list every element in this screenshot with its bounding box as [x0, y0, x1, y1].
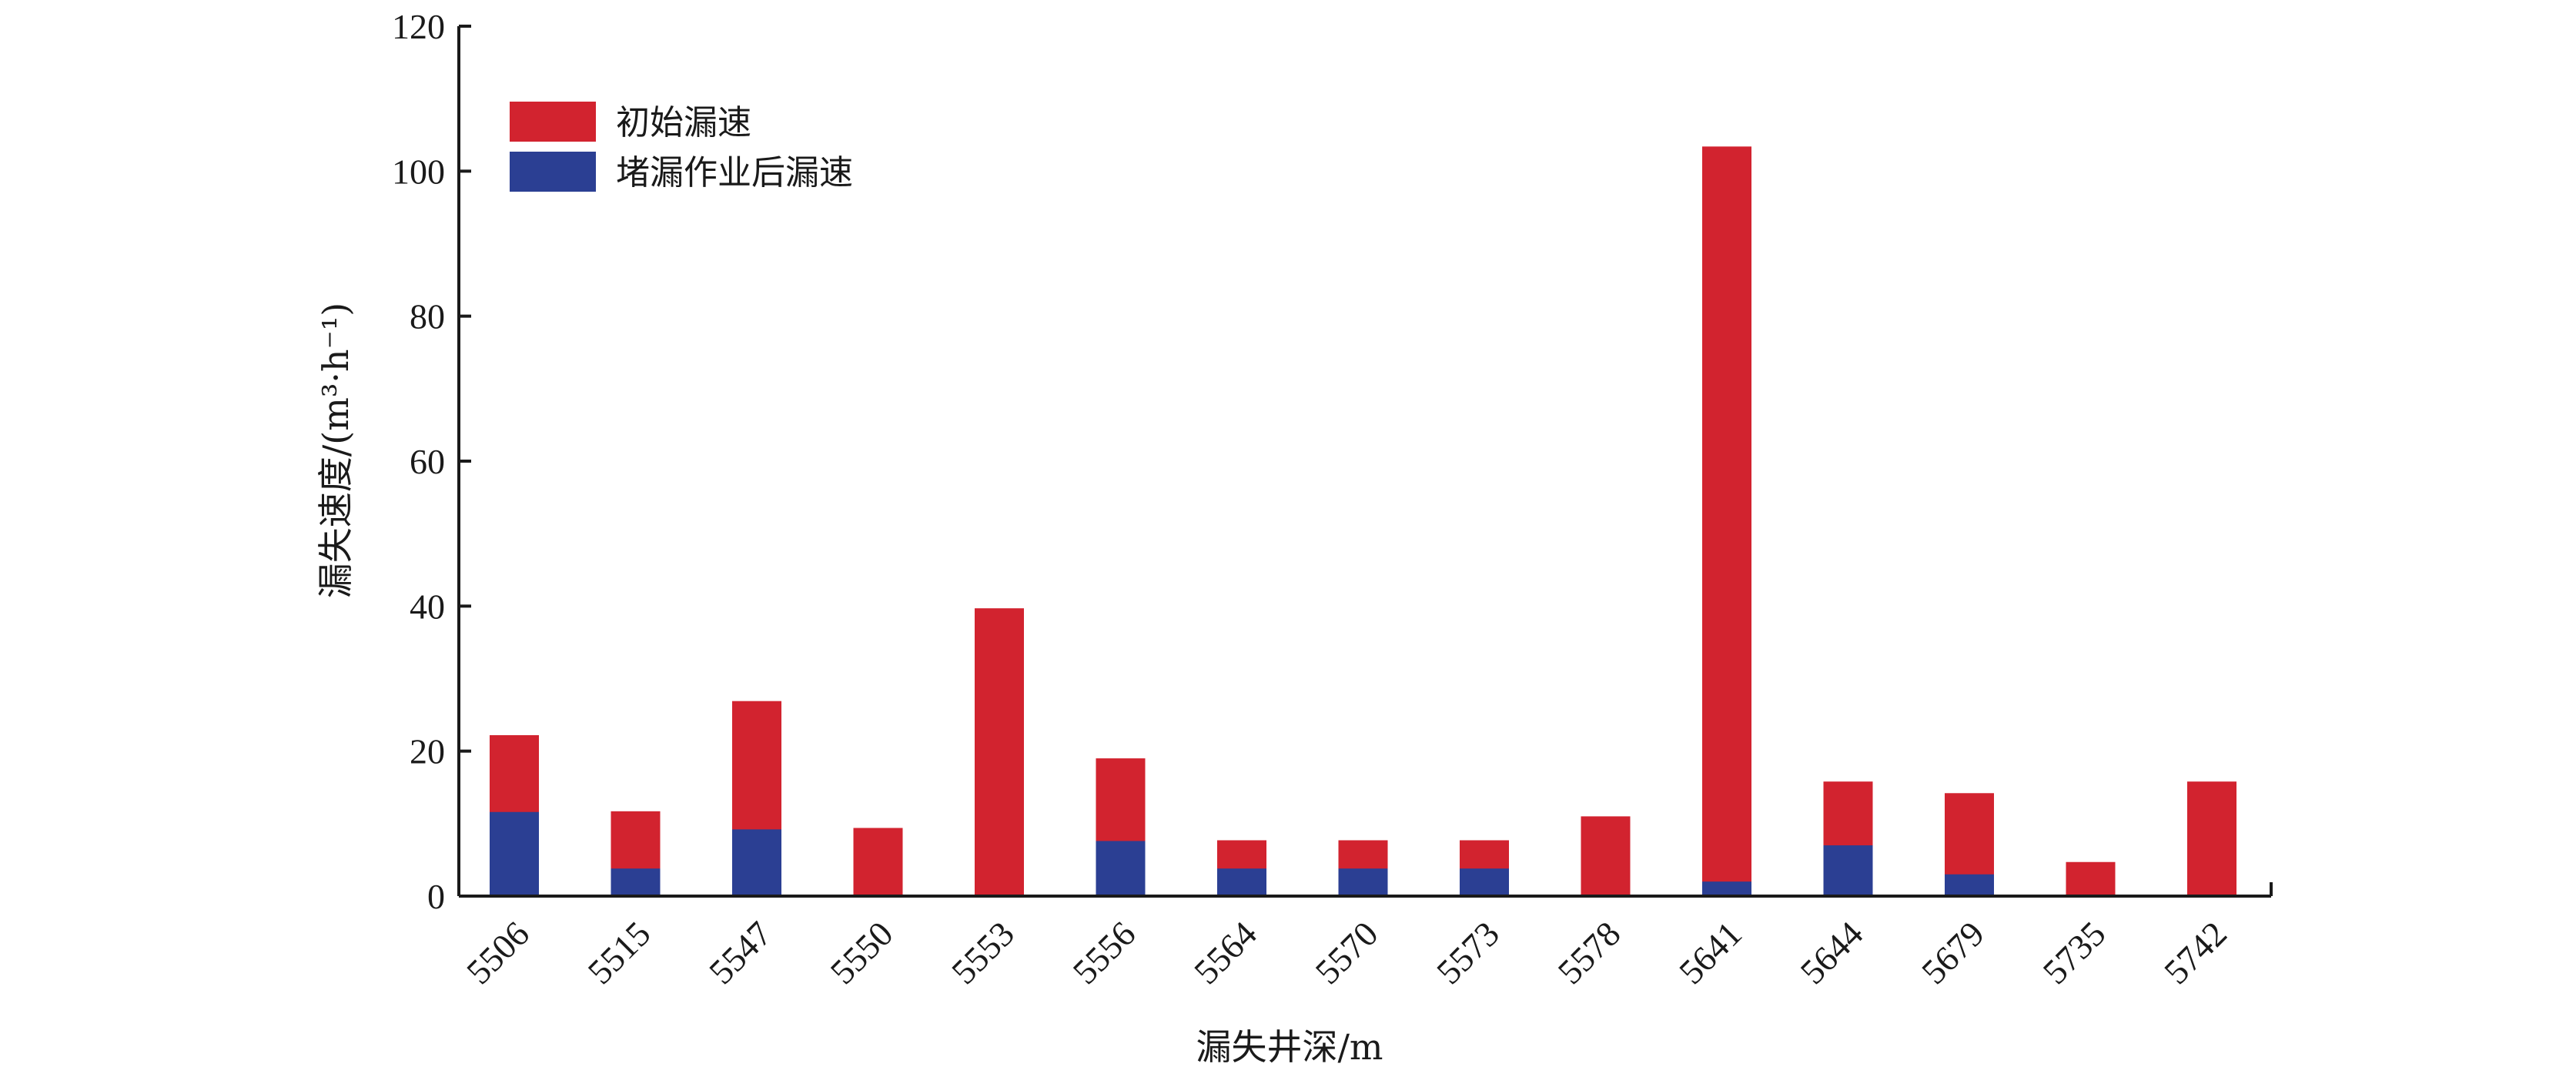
x-tick-label: 5556	[1065, 914, 1142, 992]
x-tick-label: 5573	[1429, 914, 1507, 992]
bar-initial-rate	[2187, 781, 2236, 896]
y-tick-label: 20	[410, 732, 445, 771]
x-tick-label: 5515	[580, 914, 657, 992]
bar-after-plugging-rate	[1096, 841, 1146, 896]
x-tick-label: 5553	[944, 914, 1022, 992]
x-tick-label: 5644	[1792, 914, 1870, 992]
x-tick-label: 5578	[1550, 914, 1628, 992]
y-ticks: 0 20 40 60 80 100 120	[392, 7, 471, 916]
legend-swatch-after-plugging-rate	[510, 152, 596, 192]
x-axis-title: 漏失井深/m	[1196, 1026, 1383, 1068]
x-tick-label: 5735	[2035, 914, 2113, 992]
y-tick-label: 40	[410, 587, 445, 626]
y-tick-label: 0	[427, 877, 445, 916]
x-tick-label: 5641	[1671, 914, 1749, 992]
x-tick-label: 5742	[2156, 914, 2234, 992]
bar-after-plugging-rate	[1217, 868, 1266, 896]
legend-label-after-plugging-rate: 堵漏作业后漏速	[616, 153, 853, 192]
bar-after-plugging-rate	[1460, 868, 1509, 896]
bar-initial-rate	[1581, 816, 1631, 896]
bar-initial-rate	[1702, 146, 1751, 897]
x-tick-label: 5550	[822, 914, 900, 992]
x-tick-label: 5564	[1186, 914, 1264, 992]
bar-initial-rate	[853, 828, 903, 896]
y-tick-label: 120	[392, 7, 445, 46]
bars-layer	[490, 146, 2236, 897]
y-tick-label: 100	[392, 152, 445, 191]
bar-after-plugging-rate	[490, 811, 539, 896]
y-axis-title: 漏失速度/(m³·h⁻¹)	[315, 303, 356, 598]
x-tick-label: 5570	[1307, 914, 1385, 992]
bar-initial-rate	[2066, 861, 2116, 896]
bar-initial-rate	[975, 608, 1024, 896]
legend-label-initial-rate: 初始漏速	[616, 103, 751, 142]
x-tick-label: 5679	[1914, 914, 1992, 992]
bar-after-plugging-rate	[732, 829, 781, 896]
x-tick-label: 5506	[459, 914, 537, 992]
x-tick-label: 5547	[701, 914, 779, 992]
bar-after-plugging-rate	[1823, 845, 1873, 896]
bar-after-plugging-rate	[1702, 881, 1751, 896]
bar-after-plugging-rate	[611, 868, 661, 896]
bar-after-plugging-rate	[1338, 868, 1388, 896]
x-ticks: 5506 5515 5547 5550 5553 5556 5564 5570 5573 5578…	[459, 914, 2234, 992]
legend-swatch-initial-rate	[510, 102, 596, 142]
bar-after-plugging-rate	[1945, 874, 1994, 896]
legend: 初始漏速 堵漏作业后漏速	[510, 102, 853, 192]
y-tick-label: 80	[410, 297, 445, 336]
y-tick-label: 60	[410, 442, 445, 481]
